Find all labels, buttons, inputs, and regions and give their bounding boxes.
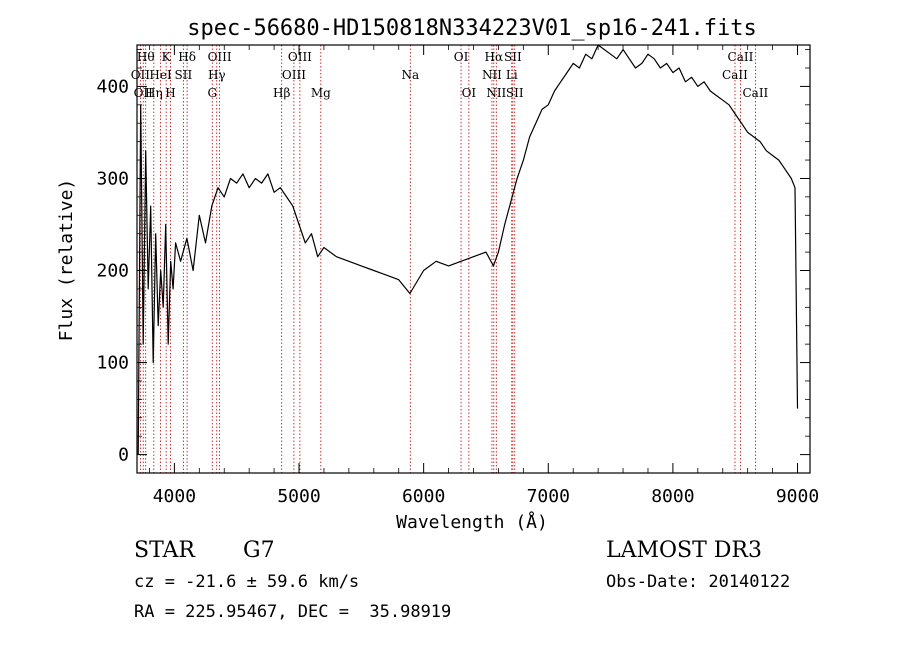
y-tick-label: 200	[96, 261, 129, 282]
y-axis-label: Flux (relative)	[56, 179, 77, 342]
line-marker-label: OIII	[288, 50, 312, 64]
spectrum-line	[137, 44, 799, 455]
x-tick-label: 5000	[277, 486, 320, 507]
line-marker-label: CaII	[722, 68, 748, 82]
line-marker-label: Hβ	[273, 86, 290, 100]
line-marker-label: Hθ	[137, 50, 155, 64]
line-marker-label: Hα	[485, 50, 504, 64]
plot-frame	[136, 44, 811, 474]
line-marker-label: H	[165, 86, 175, 100]
line-marker-label: OII	[134, 86, 154, 100]
line-marker-label: Mg	[311, 86, 331, 100]
object-subclass: G7	[243, 538, 275, 563]
line-marker-label: OIII	[282, 68, 306, 82]
line-marker-label: K	[162, 50, 172, 64]
x-axis: 4000 5000 6000 7000 8000 9000	[149, 45, 819, 507]
y-tick-label: 300	[96, 168, 129, 189]
line-marker-label: Li	[506, 68, 518, 82]
line-marker-label: OII	[131, 68, 151, 82]
line-marker-label: OI	[462, 86, 477, 100]
y-tick-label: 100	[96, 353, 129, 374]
line-marker-labels: OIIOIIHθHηHeIKHSIIHδGHγOIIIHβOIIIOIIIMgN…	[131, 50, 769, 100]
x-tick-label: 8000	[651, 486, 694, 507]
line-marker-label: G	[207, 86, 217, 100]
line-marker-label: Hδ	[178, 50, 196, 64]
line-marker-label: SII	[504, 50, 522, 64]
y-axis: 0 100 200 300 400	[96, 49, 810, 466]
y-tick-label: 0	[118, 445, 129, 466]
observation-date: Obs-Date: 20140122	[606, 572, 791, 592]
line-marker-label: NII	[486, 86, 506, 100]
line-marker-label: CaII	[728, 50, 754, 64]
x-axis-label: Wavelength (Å)	[396, 511, 548, 533]
x-tick-label: 9000	[776, 486, 819, 507]
line-markers	[139, 45, 756, 473]
survey-name: LAMOST DR3	[606, 538, 762, 563]
x-tick-label: 4000	[153, 486, 196, 507]
line-marker-label: Hγ	[208, 68, 226, 82]
object-class: STAR	[134, 538, 195, 563]
line-marker-label: SII	[175, 68, 193, 82]
y-tick-label: 400	[96, 76, 129, 97]
coordinates-text: RA = 225.95467, DEC = 35.98919	[134, 602, 452, 622]
redshift-text: cz = -21.6 ± 59.6 km/s	[134, 572, 360, 592]
line-marker-label: OI	[454, 50, 469, 64]
x-tick-label: 6000	[402, 486, 445, 507]
line-marker-label: Hη	[145, 86, 163, 100]
line-marker-label: NII	[482, 68, 502, 82]
line-marker-label: Na	[401, 68, 419, 82]
line-marker-label: OIII	[208, 50, 232, 64]
line-marker-label: HeI	[149, 68, 172, 82]
x-tick-label: 7000	[527, 486, 570, 507]
line-marker-label: SII	[506, 86, 524, 100]
chart-title: spec-56680-HD150818N334223V01_sp16-241.f…	[187, 16, 757, 41]
line-marker-label: CaII	[742, 86, 768, 100]
